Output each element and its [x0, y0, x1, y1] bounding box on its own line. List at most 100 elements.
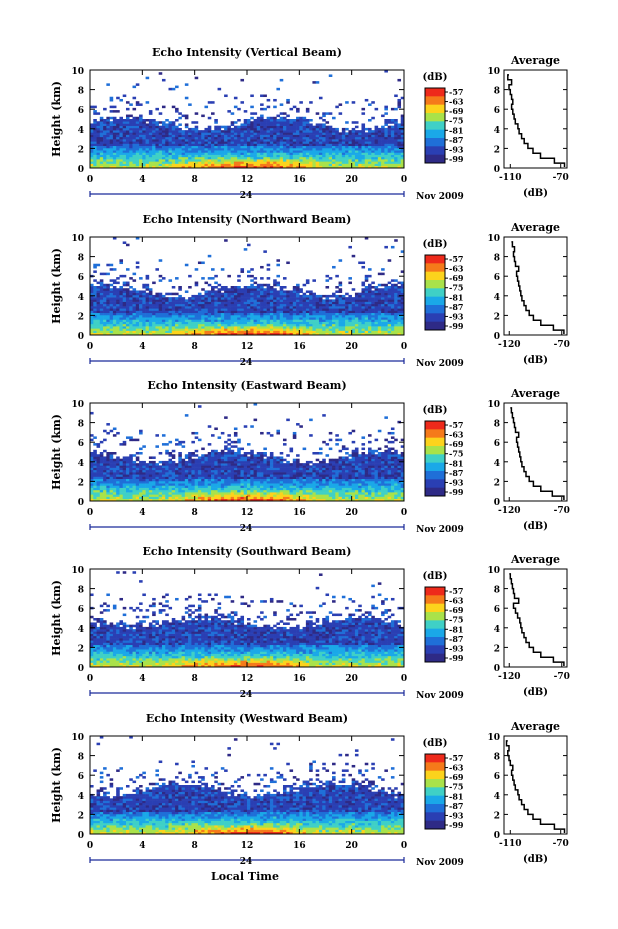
- heatmap-cell: [282, 139, 287, 142]
- heatmap-cell: [247, 292, 251, 296]
- heatmap-cell: [400, 328, 405, 331]
- heatmap-cell: [122, 492, 127, 495]
- heatmap-cell: [296, 299, 300, 302]
- heatmap-cell: [184, 147, 189, 151]
- heatmap-cell: [315, 127, 320, 131]
- heatmap-cell: [368, 132, 372, 135]
- heatmap-cell: [155, 165, 159, 169]
- heatmap-cell: [93, 286, 97, 289]
- heatmap-cell: [204, 152, 209, 155]
- heatmap-cell: [142, 154, 146, 158]
- heatmap-cell: [237, 136, 241, 140]
- heatmap-cell: [96, 310, 101, 314]
- heatmap-cell: [276, 332, 281, 336]
- heatmap-cell: [171, 303, 176, 307]
- heatmap-cell: [351, 328, 356, 331]
- heatmap-cell: [322, 147, 326, 151]
- heatmap-cell: [168, 159, 173, 162]
- heatmap-cell: [132, 123, 137, 126]
- heatmap-cell: [201, 487, 205, 491]
- heatmap-cell: [305, 125, 310, 129]
- heatmap-cell: [197, 147, 202, 151]
- heatmap-cell: [368, 286, 372, 289]
- heatmap-cell: [214, 290, 218, 293]
- panel-2: Echo Intensity (Eastward Beam)0246810Hei…: [50, 379, 570, 535]
- heatmap-cell: [109, 150, 114, 153]
- heatmap-cell: [132, 297, 137, 300]
- heatmap-cell: [253, 303, 258, 307]
- heatmap-cell: [358, 145, 362, 149]
- heatmap-cell: [387, 127, 392, 131]
- heatmap-cell: [247, 123, 251, 126]
- heatmap-cell: [296, 156, 300, 160]
- heatmap-cell: [194, 319, 199, 322]
- heatmap-cell: [204, 290, 209, 293]
- heatmap-cell: [368, 294, 372, 298]
- heatmap-cell: [201, 136, 205, 140]
- heatmap-cell: [345, 292, 349, 296]
- heatmap-cell: [394, 312, 398, 316]
- heatmap-cell: [119, 306, 124, 309]
- y-tick-label: 6: [78, 273, 84, 283]
- heatmap-cell: [266, 143, 271, 147]
- heatmap-cell: [158, 159, 163, 162]
- heatmap-cell: [227, 292, 231, 296]
- heatmap-cell: [191, 139, 195, 142]
- heatmap-cell: [220, 299, 225, 302]
- heatmap-cell: [302, 154, 307, 158]
- heatmap-cell: [207, 254, 212, 258]
- heatmap-cell: [96, 112, 101, 115]
- heatmap-cell: [312, 489, 316, 493]
- heatmap-cell: [279, 130, 284, 133]
- heatmap-cell: [103, 136, 107, 140]
- heatmap-cell: [145, 310, 150, 314]
- heatmap-cell: [112, 321, 117, 325]
- heatmap-cell: [286, 141, 290, 144]
- heatmap-cell: [273, 332, 277, 336]
- heatmap-cell: [387, 132, 392, 135]
- heatmap-cell: [171, 105, 176, 109]
- heatmap-cell: [145, 283, 150, 287]
- heatmap-cell: [106, 301, 110, 305]
- heatmap-cell: [260, 150, 264, 153]
- heatmap-cell: [361, 294, 366, 298]
- heatmap-cell: [152, 134, 156, 138]
- heatmap-cell: [276, 303, 281, 307]
- heatmap-cell: [266, 156, 271, 160]
- heatmap-cell: [364, 134, 369, 138]
- colorbar-tick-label: -69: [449, 106, 464, 116]
- heatmap-cell: [397, 156, 402, 160]
- heatmap-cell: [250, 494, 254, 497]
- heatmap-cell: [161, 306, 166, 309]
- heatmap-cell: [247, 489, 251, 493]
- heatmap-cell: [230, 326, 235, 329]
- heatmap-cell: [289, 163, 294, 167]
- heatmap-cell: [152, 132, 156, 135]
- heatmap-cell: [214, 119, 218, 122]
- heatmap-cell: [302, 294, 307, 298]
- heatmap-cell: [348, 161, 352, 164]
- heatmap-cell: [129, 130, 133, 133]
- heatmap-cell: [361, 303, 366, 307]
- heatmap-cell: [282, 492, 287, 495]
- heatmap-cell: [230, 494, 235, 497]
- heatmap-cell: [250, 321, 254, 325]
- heatmap-cell: [106, 130, 110, 133]
- heatmap-cell: [397, 299, 402, 302]
- heatmap-cell: [371, 299, 375, 302]
- heatmap-cell: [135, 299, 140, 302]
- heatmap-cell: [302, 116, 307, 120]
- heatmap-cell: [122, 145, 127, 149]
- heatmap-cell: [135, 323, 140, 327]
- heatmap-cell: [273, 281, 277, 285]
- heatmap-cell: [119, 98, 124, 102]
- heatmap-cell: [305, 145, 310, 149]
- heatmap-cell: [390, 494, 395, 497]
- heatmap-cell: [250, 94, 254, 98]
- heatmap-cell: [230, 121, 235, 124]
- heatmap-cell: [178, 310, 182, 314]
- heatmap-cell: [197, 294, 202, 298]
- heatmap-cell: [250, 279, 254, 282]
- heatmap-cell: [253, 290, 258, 293]
- heatmap-cell: [253, 121, 258, 124]
